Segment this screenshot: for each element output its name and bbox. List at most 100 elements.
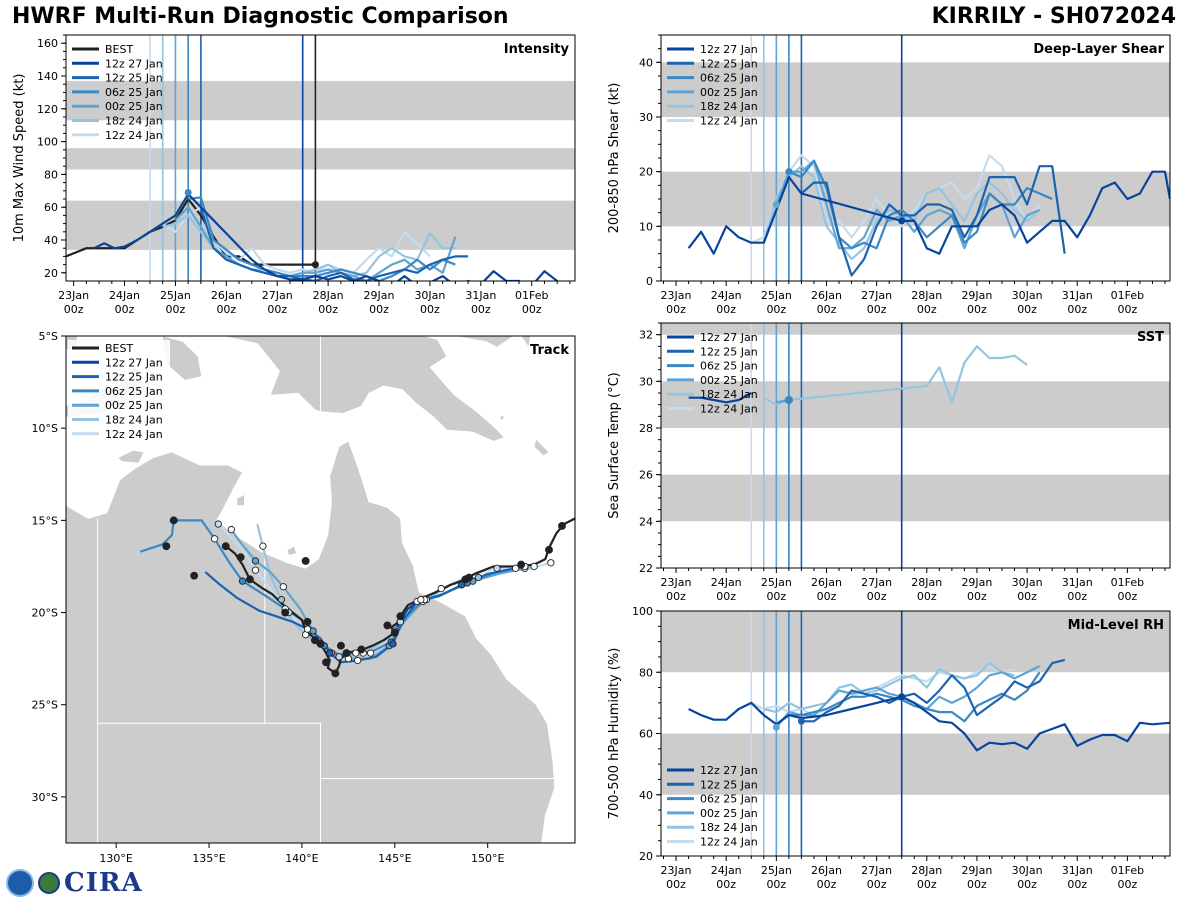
track-point-12z-24-jan <box>214 520 222 528</box>
track-point-18z-24-jan <box>530 562 538 571</box>
track-point-best <box>303 617 312 626</box>
landmass <box>117 449 145 464</box>
x-tick-label: 24Jan <box>711 576 742 589</box>
landmass <box>286 545 297 556</box>
lat-tick-label: 5°S <box>39 330 58 343</box>
x-tick-label: 24Jan <box>711 864 742 877</box>
noaa-logo-icon <box>6 869 34 897</box>
track-point-18z-24-jan <box>474 573 483 582</box>
x-tick-label-hour: 00z <box>967 303 987 316</box>
init-point <box>785 168 793 176</box>
legend-label-06z-25-jan: 06z 25 Jan <box>700 360 758 373</box>
y-tick-label: 100 <box>37 136 58 149</box>
legend-label-12z-27-jan: 12z 27 Jan <box>700 331 758 344</box>
init-point <box>898 217 906 225</box>
panel-title: Track <box>530 343 569 358</box>
series-line-06z-25-jan <box>188 196 456 281</box>
x-tick-label-hour: 00z <box>1067 303 1087 316</box>
x-tick-label-hour: 00z <box>1117 590 1137 603</box>
track-point-best <box>245 575 254 584</box>
threshold-band <box>661 62 1170 117</box>
track-point-best <box>390 628 399 637</box>
x-tick-label: 26Jan <box>211 289 242 302</box>
legend-label-12z-24-jan: 12z 24 Jan <box>700 403 758 416</box>
y-tick-label: 60 <box>44 201 58 214</box>
y-tick-label: 140 <box>37 70 58 83</box>
x-tick-label-hour: 00z <box>1017 303 1037 316</box>
y-tick-label: 22 <box>639 562 653 575</box>
track-point-06z-25-jan <box>238 577 247 585</box>
track-point-12z-24-jan <box>547 559 555 567</box>
x-tick-label: 23Jan <box>661 864 692 877</box>
landmass <box>533 438 550 457</box>
legend-label-12z-25-jan: 12z 25 Jan <box>105 371 163 384</box>
series-line-00z-25-jan <box>174 206 457 281</box>
track-point-12z-25-jan <box>326 649 334 657</box>
x-tick-label: 29Jan <box>364 289 395 302</box>
x-tick-label: 31Jan <box>465 289 496 302</box>
x-tick-label-hour: 00z <box>867 878 887 891</box>
lat-tick-label: 10°S <box>32 422 58 435</box>
track-point-best <box>301 556 310 565</box>
series-line-best <box>66 197 316 266</box>
x-tick-label-hour: 00z <box>766 878 786 891</box>
x-tick-label-hour: 00z <box>267 303 287 316</box>
track-point-best <box>221 542 230 551</box>
x-tick-label: 24Jan <box>711 289 742 302</box>
track-point-best <box>316 639 325 648</box>
x-tick-label-hour: 00z <box>666 590 686 603</box>
y-tick-label: 160 <box>37 37 58 50</box>
track-point-best <box>396 612 405 621</box>
track-point-12z-25-jan <box>511 564 520 572</box>
x-tick-label: 28Jan <box>911 864 942 877</box>
x-tick-label-hour: 00z <box>666 303 686 316</box>
y-tick-label: 10 <box>639 220 653 233</box>
x-tick-label-hour: 00z <box>369 303 389 316</box>
legend-label-best: BEST <box>105 43 133 56</box>
landmass <box>520 336 531 348</box>
y-tick-label: 30 <box>639 375 653 388</box>
legend-label-12z-24-jan: 12z 24 Jan <box>105 129 163 142</box>
legend-label-06z-25-jan: 06z 25 Jan <box>700 793 758 806</box>
legend-label-06z-25-jan: 06z 25 Jan <box>700 72 758 85</box>
x-tick-label: 27Jan <box>861 576 892 589</box>
x-tick-label: 31Jan <box>1062 864 1093 877</box>
track-point-12z-24-jan <box>367 649 375 657</box>
x-tick-label-hour: 00z <box>666 878 686 891</box>
legend-label-12z-25-jan: 12z 25 Jan <box>700 57 758 70</box>
track-point-12z-25-jan <box>354 656 362 665</box>
x-tick-label: 28Jan <box>911 576 942 589</box>
legend-label-12z-27-jan: 12z 27 Jan <box>105 57 163 70</box>
y-tick-label: 40 <box>44 234 58 247</box>
track-point-best <box>331 669 340 678</box>
panel-shear: 01020304023Jan00z24Jan00z25Jan00z26Jan00… <box>607 34 1171 316</box>
x-tick-label: 29Jan <box>961 864 992 877</box>
threshold-band <box>66 200 575 250</box>
x-tick-label-hour: 00z <box>1117 878 1137 891</box>
x-tick-label: 25Jan <box>761 864 792 877</box>
track-point-00z-25-jan <box>279 583 287 591</box>
x-tick-label-hour: 00z <box>917 303 937 316</box>
track-point-18z-24-jan <box>277 595 286 604</box>
landmass <box>221 336 505 442</box>
y-tick-label: 80 <box>639 666 653 679</box>
x-tick-label-hour: 00z <box>420 303 440 316</box>
lon-tick-label: 140°E <box>285 852 318 865</box>
y-tick-label: 0 <box>646 275 653 288</box>
threshold-band <box>661 474 1170 522</box>
track-point-best <box>357 645 366 654</box>
track-point-best <box>281 608 290 617</box>
init-point <box>772 723 780 731</box>
panel-title: Mid-Level RH <box>1068 618 1164 633</box>
threshold-band <box>661 323 1170 335</box>
track-point-12z-24-jan <box>437 584 445 593</box>
x-tick-label-hour: 00z <box>522 303 542 316</box>
cira-logo: CIRA <box>6 868 143 898</box>
x-tick-label: 29Jan <box>961 576 992 589</box>
track-point-00z-25-jan <box>251 557 260 565</box>
state-border <box>320 723 555 779</box>
lat-tick-label: 25°S <box>32 699 58 712</box>
